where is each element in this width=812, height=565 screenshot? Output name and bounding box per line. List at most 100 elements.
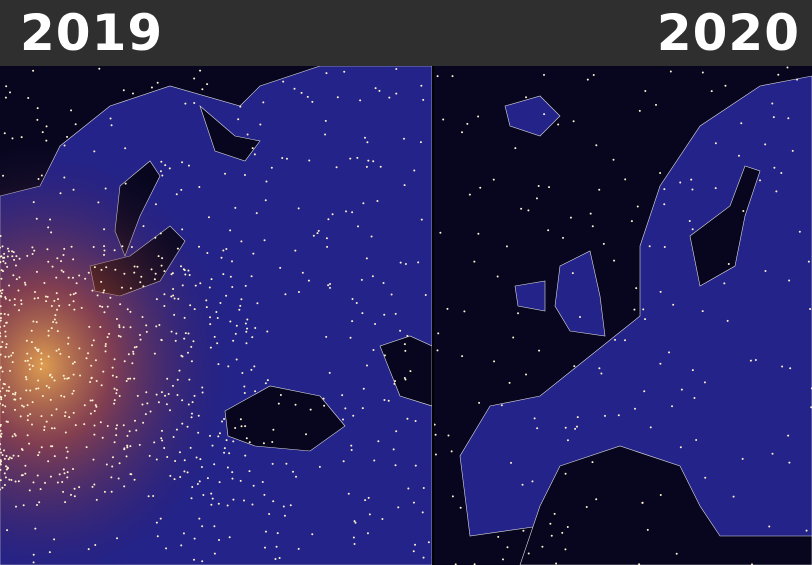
flight-dot [93, 150, 96, 153]
flight-dot [361, 312, 364, 315]
flight-dot [4, 297, 7, 300]
flight-dot [181, 284, 184, 287]
flight-dot [37, 387, 40, 390]
flight-dot [198, 186, 201, 189]
flight-dot [1, 341, 4, 344]
flight-dot [0, 460, 3, 463]
flight-dot [266, 379, 269, 382]
flight-dot [361, 407, 364, 410]
flight-dot [113, 358, 116, 361]
flight-dot [693, 396, 696, 399]
flight-dot [277, 402, 280, 405]
flight-dot [10, 457, 13, 460]
flight-dot [186, 425, 189, 428]
flight-dot [809, 307, 812, 310]
flight-dot [574, 427, 577, 430]
flight-dot [463, 310, 466, 313]
flight-dot [3, 312, 6, 315]
flight-dot [527, 209, 530, 212]
flight-dot [231, 286, 234, 289]
flight-dot [133, 265, 136, 268]
flight-dot [183, 316, 186, 319]
flight-dot [32, 553, 35, 556]
flight-dot [206, 83, 209, 86]
flight-dot [99, 326, 102, 329]
flight-dot [231, 477, 234, 480]
flight-dot [550, 534, 553, 537]
flight-dot [0, 246, 2, 249]
flight-dot [210, 503, 213, 506]
flight-dot [72, 293, 75, 296]
flight-dot [173, 313, 176, 316]
flight-dot [383, 399, 386, 402]
flight-dot [106, 424, 109, 427]
flight-dot [543, 73, 546, 76]
flight-dot [40, 174, 43, 177]
flight-dot [789, 367, 792, 370]
flight-dot [175, 193, 178, 196]
flight-dot [240, 298, 243, 301]
flight-dot [434, 433, 437, 436]
flight-dot [796, 78, 799, 81]
flight-dot [94, 359, 97, 362]
flight-dot [266, 330, 269, 333]
flight-dot [0, 396, 3, 399]
flight-dot [510, 461, 513, 464]
flight-dot [109, 117, 112, 120]
flight-dot [517, 312, 520, 315]
flight-dot [43, 282, 46, 285]
flight-dot [343, 70, 346, 73]
flight-dot [412, 550, 415, 553]
flight-dot [190, 345, 193, 348]
flight-dot [508, 381, 511, 384]
flight-dot [78, 486, 81, 489]
flight-dot [349, 157, 352, 160]
flight-dot [351, 211, 354, 214]
flight-dot [307, 279, 310, 282]
flight-dot [199, 69, 202, 72]
flight-dot [104, 343, 107, 346]
flight-dot [404, 349, 407, 352]
flight-dot [324, 133, 327, 136]
flight-dot [18, 276, 21, 279]
flight-dot [28, 489, 31, 492]
flight-dot [7, 355, 10, 358]
flight-dot [95, 405, 98, 408]
flight-dot [771, 102, 774, 105]
flight-dot [33, 297, 36, 300]
flight-dot [638, 109, 641, 112]
flight-dot [228, 536, 231, 539]
flight-dot [154, 203, 157, 206]
flight-dot [163, 293, 166, 296]
flight-dot [0, 398, 3, 401]
flight-dot [63, 144, 66, 147]
flight-dot [5, 85, 8, 88]
flight-dot [79, 374, 82, 377]
flight-dot [634, 407, 637, 410]
flight-dot [148, 454, 151, 457]
flight-dot [20, 299, 23, 302]
flight-dot [399, 261, 402, 264]
flight-dot [55, 321, 58, 324]
flight-dot [213, 463, 216, 466]
flight-dot [0, 468, 2, 471]
flight-dot [512, 336, 515, 339]
flight-dot [91, 399, 94, 402]
flight-dot [242, 499, 245, 502]
flight-dot [364, 499, 367, 502]
flight-dot [726, 319, 729, 322]
flight-dot [244, 284, 247, 287]
flight-dot [115, 388, 118, 391]
flight-dot [89, 412, 92, 415]
flight-dot [37, 177, 40, 180]
flight-dot [67, 355, 70, 358]
flight-dot [459, 506, 462, 509]
flight-dot [40, 362, 43, 365]
flight-dot [230, 260, 233, 263]
flight-dot [248, 441, 251, 444]
flight-dot [3, 132, 6, 135]
flight-dot [8, 478, 11, 481]
flight-dot [279, 266, 282, 269]
flight-dot [152, 495, 155, 498]
flight-dot [37, 454, 40, 457]
